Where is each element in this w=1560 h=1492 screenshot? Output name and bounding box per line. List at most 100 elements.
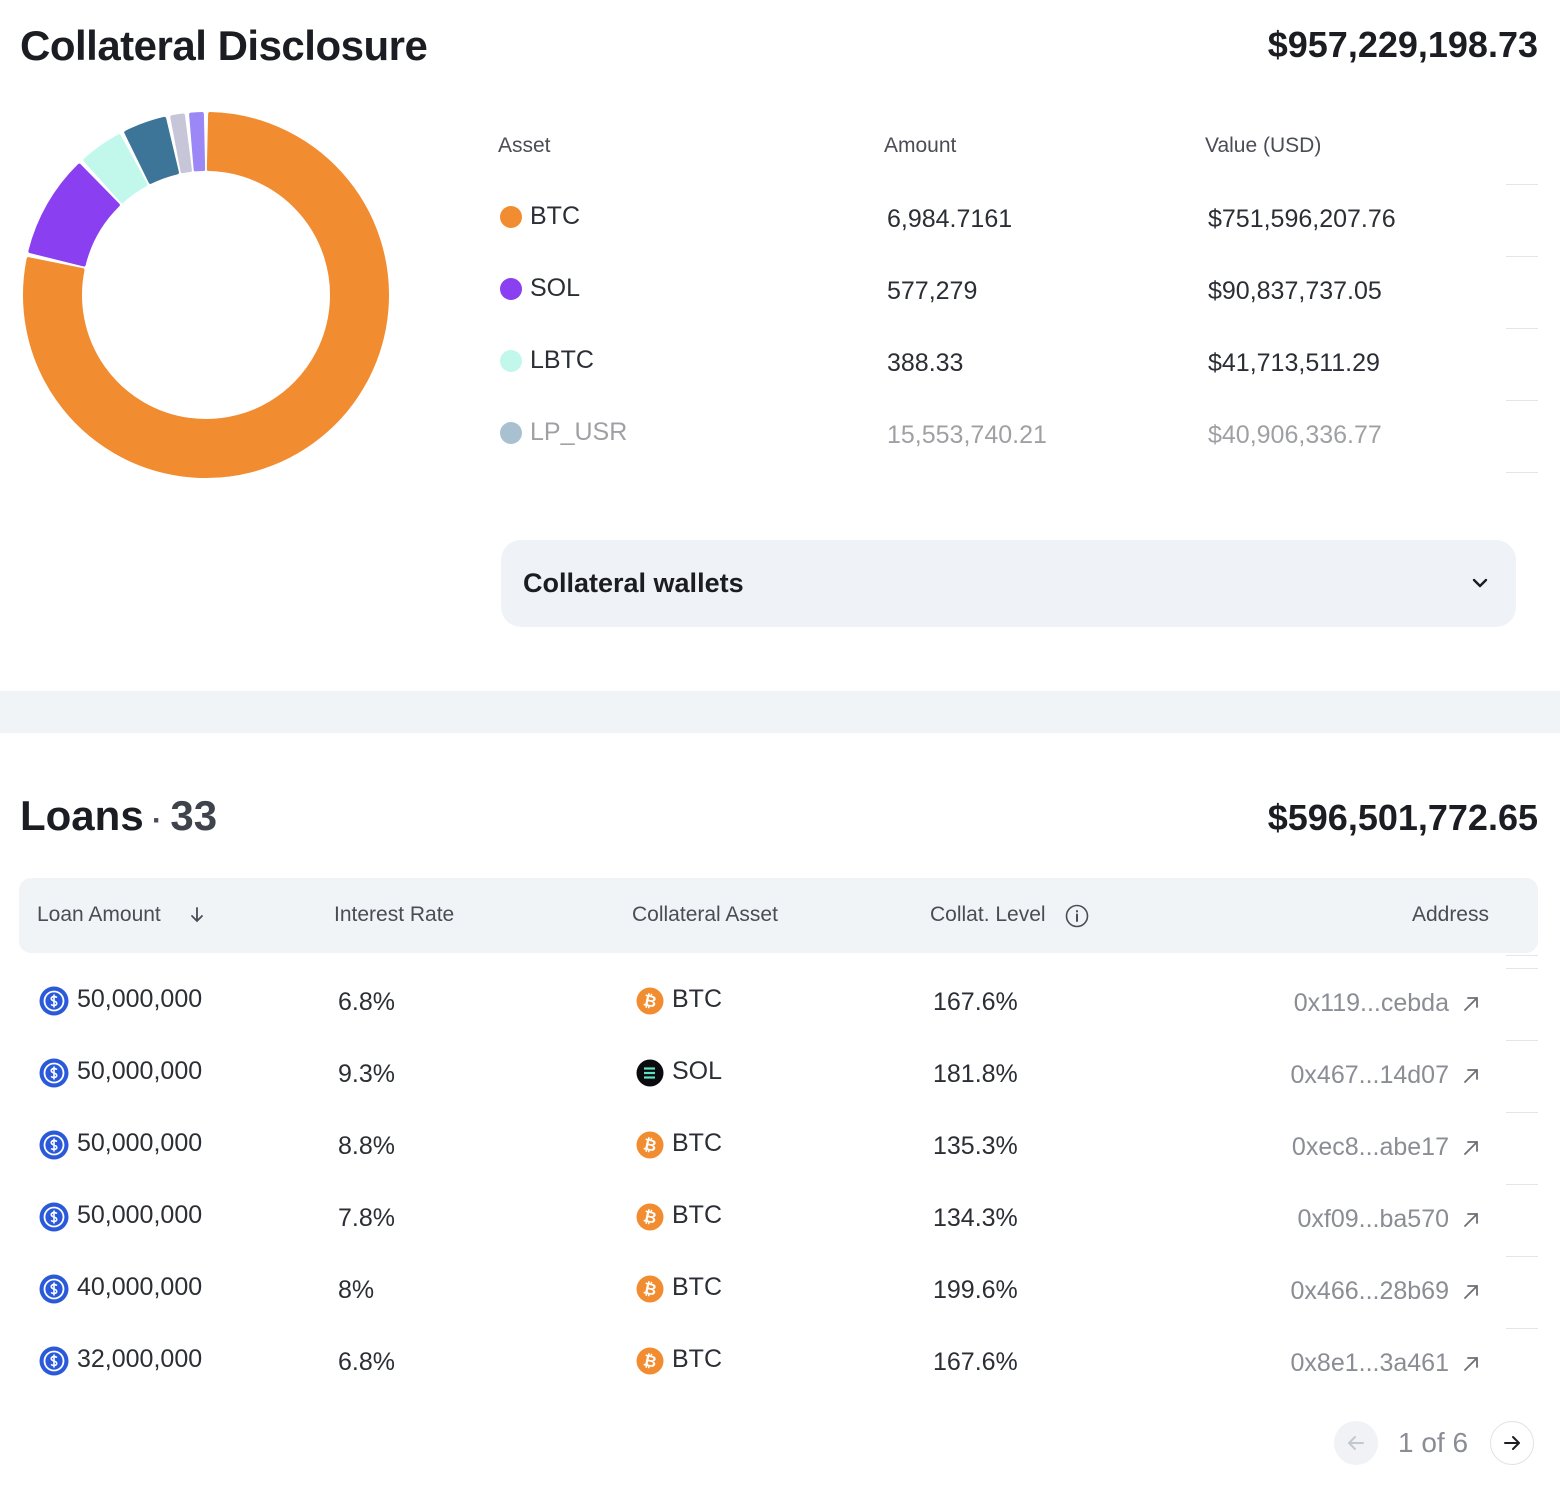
interest-rate: 9.3% bbox=[338, 1060, 395, 1088]
external-link-icon bbox=[1464, 1069, 1478, 1083]
row-separator bbox=[1506, 1328, 1538, 1329]
address-link: 0xec8...abe17 bbox=[1291, 1133, 1449, 1161]
donut-segment bbox=[28, 163, 120, 267]
external-link-icon bbox=[1464, 1213, 1478, 1227]
collateral-total: $957,229,198.73 bbox=[1267, 24, 1538, 65]
info-icon bbox=[1065, 904, 1089, 928]
usdc-ring bbox=[43, 990, 65, 1012]
asset-value: $90,837,737.05 bbox=[1208, 277, 1382, 305]
chevron-icon bbox=[1472, 578, 1488, 588]
external-arrow bbox=[1464, 1213, 1478, 1227]
loan-amount: 40,000,000 bbox=[77, 1273, 203, 1301]
btc-circle bbox=[636, 1347, 664, 1375]
loans-column-header: Collateral Asset bbox=[632, 903, 778, 926]
address-link: 0x119...cebda bbox=[1293, 989, 1449, 1017]
row-separator bbox=[1506, 1256, 1538, 1257]
arrow-left-icon bbox=[1348, 1436, 1364, 1450]
interest-rate: 8% bbox=[338, 1276, 375, 1304]
usdc-icon bbox=[39, 1130, 69, 1160]
asset-icon: ₿ bbox=[636, 1347, 664, 1375]
btc-circle bbox=[636, 1131, 664, 1159]
next-page-button[interactable] bbox=[1490, 1421, 1534, 1465]
asset-value: $751,596,207.76 bbox=[1208, 205, 1396, 233]
asset-icon bbox=[636, 1059, 664, 1087]
asset-amount: 6,984.7161 bbox=[887, 205, 1013, 233]
asset-icon: ₿ bbox=[636, 1275, 664, 1303]
interest-rate: 6.8% bbox=[338, 1348, 395, 1376]
asset-icon: ₿ bbox=[636, 987, 664, 1015]
collateral-column-header: Value (USD) bbox=[1205, 134, 1322, 157]
donut-segment bbox=[83, 134, 148, 204]
interest-rate: 8.8% bbox=[338, 1132, 395, 1160]
collateral-asset: SOL bbox=[672, 1057, 723, 1085]
usdc-dollar bbox=[50, 1138, 58, 1152]
sort-icon bbox=[191, 907, 203, 923]
row-separator bbox=[1506, 184, 1538, 185]
btc-symbol: ₿ bbox=[642, 991, 659, 1011]
loan-amount: 50,000,000 bbox=[77, 985, 203, 1013]
row-separator bbox=[1506, 1112, 1538, 1113]
collateral-column-header: Amount bbox=[884, 134, 957, 157]
collat-level: 181.8% bbox=[933, 1060, 1018, 1088]
collat-level: 134.3% bbox=[933, 1204, 1018, 1232]
collat-level: 167.6% bbox=[933, 1348, 1018, 1376]
row-separator bbox=[1506, 1184, 1538, 1185]
pagination-label: 1 of 6 bbox=[1398, 1427, 1469, 1458]
asset-icon: ₿ bbox=[636, 1131, 664, 1159]
address-link: 0x467...14d07 bbox=[1290, 1061, 1449, 1089]
interest-rate: 6.8% bbox=[338, 988, 395, 1016]
asset-dot bbox=[500, 278, 522, 300]
section-divider bbox=[0, 691, 1560, 733]
collateral-asset: BTC bbox=[672, 1273, 722, 1301]
row-separator bbox=[1506, 1040, 1538, 1041]
asset-amount: 15,553,740.21 bbox=[887, 421, 1047, 449]
asset-name: SOL bbox=[530, 274, 581, 302]
loans-column-header: Collat. Level bbox=[930, 903, 1046, 926]
usdc-icon bbox=[39, 1274, 69, 1304]
asset-amount: 577,279 bbox=[887, 277, 978, 305]
loan-amount: 50,000,000 bbox=[77, 1057, 203, 1085]
collat-level: 167.6% bbox=[933, 988, 1018, 1016]
external-arrow bbox=[1464, 1285, 1478, 1299]
donut-segment bbox=[23, 112, 389, 478]
usdc-ring bbox=[43, 1278, 65, 1300]
collat-level: 135.3% bbox=[933, 1132, 1018, 1160]
usdc-ring bbox=[43, 1206, 65, 1228]
loans-heading: Loans · 33 bbox=[20, 792, 218, 839]
collateral-column-header: Asset bbox=[498, 134, 551, 157]
asset-value: $41,713,511.29 bbox=[1208, 349, 1380, 377]
loans-column-header: Loan Amount bbox=[37, 903, 161, 926]
prev-page-button[interactable] bbox=[1334, 1421, 1378, 1465]
loans-column-header: Interest Rate bbox=[334, 903, 455, 926]
loan-amount: 32,000,000 bbox=[77, 1345, 203, 1373]
row-separator bbox=[1506, 955, 1538, 956]
external-link-icon bbox=[1464, 997, 1478, 1011]
external-link-icon bbox=[1464, 1285, 1478, 1299]
usdc-dollar bbox=[50, 1210, 58, 1224]
btc-symbol: ₿ bbox=[642, 1207, 659, 1227]
usdc-icon bbox=[39, 1058, 69, 1088]
usdc-icon bbox=[39, 1346, 69, 1376]
collateral-asset: BTC bbox=[672, 985, 722, 1013]
loans-header bbox=[19, 878, 1538, 953]
usdc-icon bbox=[39, 1202, 69, 1232]
donut-segment bbox=[189, 112, 206, 172]
row-separator bbox=[1506, 256, 1538, 257]
row-separator bbox=[1506, 472, 1538, 473]
address-link: 0x466...28b69 bbox=[1290, 1277, 1449, 1305]
external-link-icon bbox=[1464, 1141, 1478, 1155]
usdc-dollar bbox=[50, 994, 58, 1008]
collateral-wallets-toggle[interactable]: Collateral wallets bbox=[501, 540, 1516, 627]
btc-symbol: ₿ bbox=[642, 1351, 659, 1371]
usdc-ring bbox=[43, 1062, 65, 1084]
asset-value: $40,906,336.77 bbox=[1208, 421, 1382, 449]
donut-chart bbox=[23, 112, 389, 478]
donut-segment bbox=[124, 116, 179, 184]
usdc-dollar bbox=[50, 1066, 58, 1080]
usdc-ring bbox=[43, 1350, 65, 1372]
btc-symbol: ₿ bbox=[642, 1279, 659, 1299]
usdc-icon bbox=[39, 986, 69, 1016]
btc-symbol: ₿ bbox=[642, 1135, 659, 1155]
asset-name: LP_USR bbox=[530, 418, 628, 446]
